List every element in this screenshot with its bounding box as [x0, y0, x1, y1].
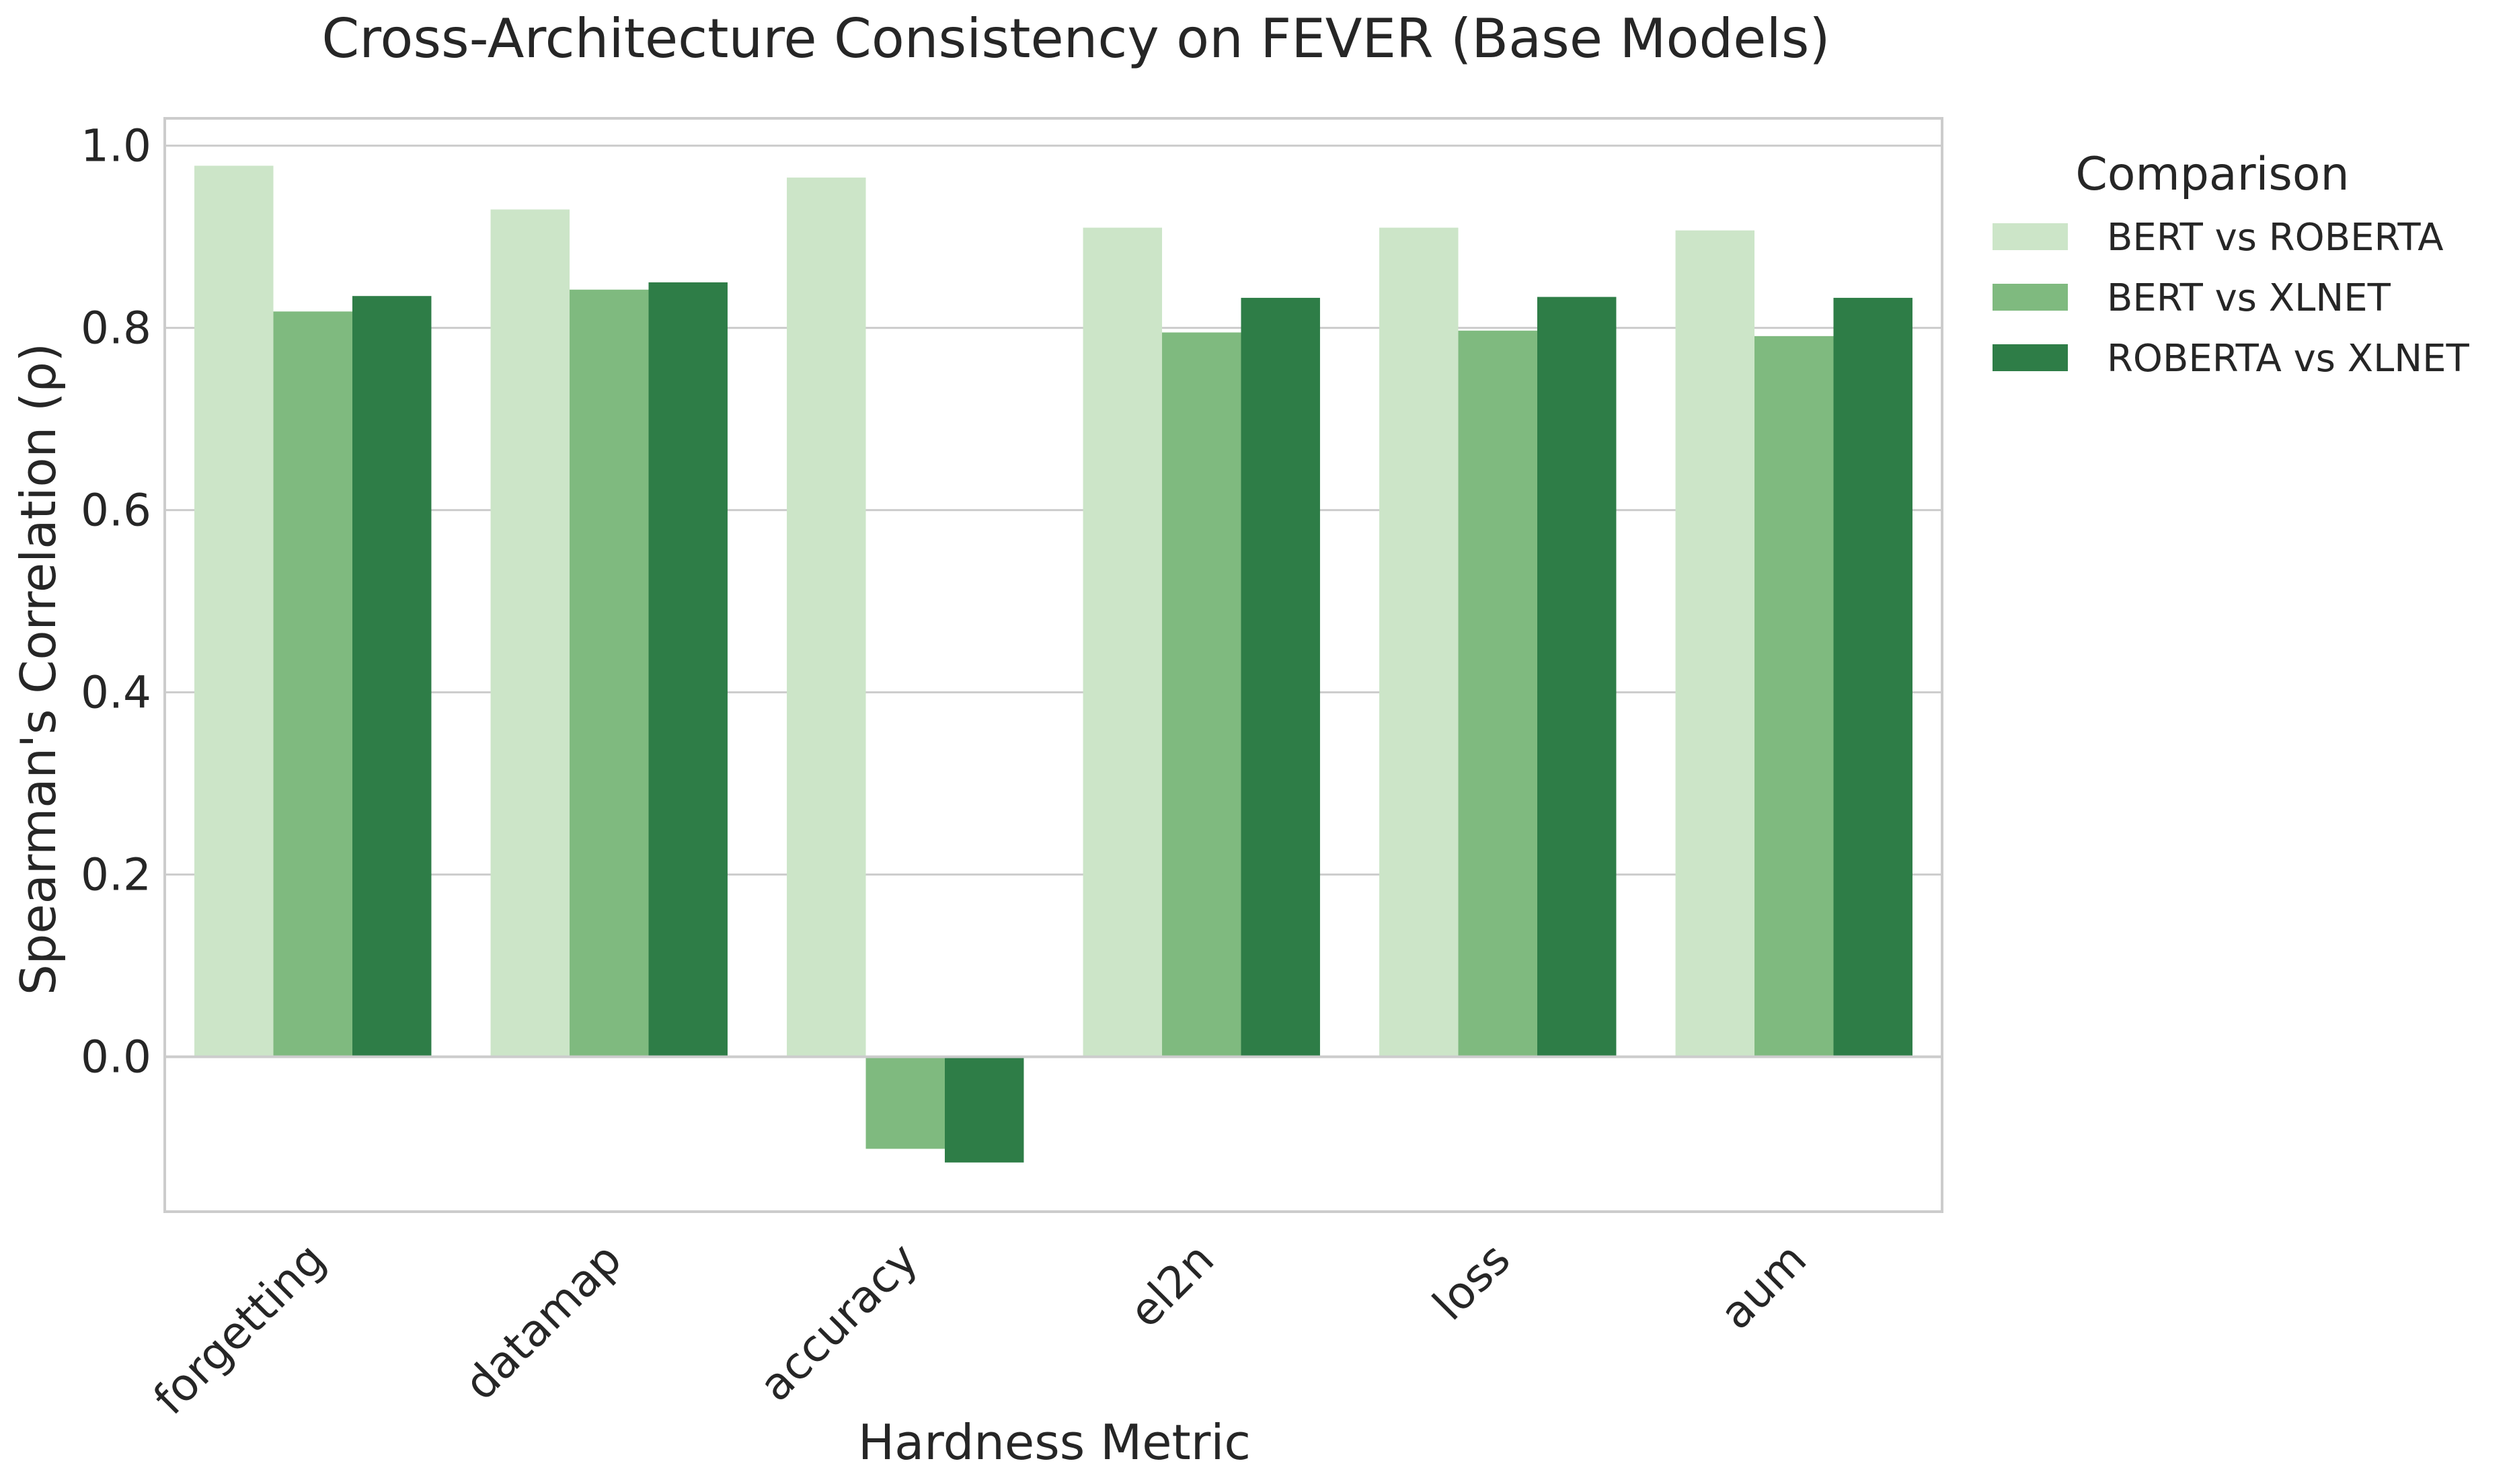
y-tick-label: 1.0 [81, 120, 151, 172]
legend-swatch [1993, 284, 2068, 311]
bar [194, 165, 274, 1057]
bar [1537, 297, 1617, 1057]
bar [1162, 332, 1241, 1057]
bar [570, 289, 649, 1057]
bar [1379, 227, 1459, 1057]
y-axis-ticks: 0.0 0.2 0.4 0.6 0.8 1.0 [81, 120, 151, 1083]
bar [273, 311, 352, 1057]
bar [490, 209, 570, 1057]
bar [1083, 227, 1163, 1057]
chart-title: Cross-Architecture Consistency on FEVER … [321, 7, 1830, 70]
bar [944, 1056, 1024, 1163]
bar [648, 282, 728, 1057]
legend-title: Comparison [2075, 148, 2349, 201]
legend-swatch [1993, 344, 2068, 371]
plot-frame [163, 117, 1943, 1213]
x-axis-label: Hardness Metric [858, 1414, 1251, 1471]
legend: Comparison BERT vs ROBERTA BERT vs XLNET R… [1993, 148, 2470, 381]
bar [1754, 336, 1834, 1057]
bar [865, 1056, 945, 1149]
bar [1833, 297, 1913, 1057]
bar [1458, 330, 1537, 1057]
bar [1241, 297, 1320, 1057]
y-tick-label: 0.6 [81, 485, 151, 537]
bar [352, 296, 432, 1057]
legend-items: BERT vs ROBERTA BERT vs XLNET ROBERTA vs X… [1993, 216, 2470, 381]
y-axis-label: Spearman's Correlation (ρ) [10, 343, 67, 995]
bars [194, 165, 1913, 1163]
y-tick-label: 0.8 [81, 303, 151, 354]
legend-label: ROBERTA vs XLNET [2107, 337, 2470, 381]
y-tick-label: 0.0 [81, 1031, 151, 1083]
bar [1675, 230, 1755, 1057]
legend-label: BERT vs ROBERTA [2107, 216, 2444, 260]
legend-swatch [1993, 223, 2068, 250]
y-tick-label: 0.4 [81, 667, 151, 719]
y-tick-label: 0.2 [81, 849, 151, 901]
bar [787, 178, 866, 1057]
legend-label: BERT vs XLNET [2107, 276, 2391, 320]
